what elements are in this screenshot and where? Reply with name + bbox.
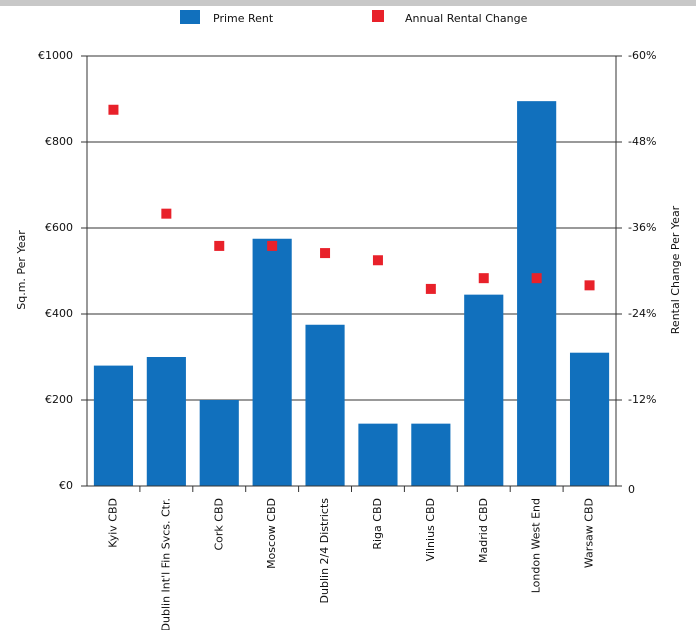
x-tick-label: Dublin Int'l Fin Svcs. Ctr. bbox=[159, 498, 172, 630]
x-tick-label: Kyiv CBD bbox=[106, 498, 119, 548]
y2-tick-label: -60% bbox=[628, 49, 656, 62]
bar bbox=[358, 423, 398, 486]
bar bbox=[199, 400, 239, 486]
point bbox=[478, 273, 489, 284]
y-tick-label: €1000 bbox=[38, 49, 73, 62]
y2-tick-label: -12% bbox=[628, 393, 656, 406]
y2-tick-label: -24% bbox=[628, 307, 656, 320]
point bbox=[108, 104, 119, 115]
point bbox=[584, 280, 595, 291]
point bbox=[320, 248, 331, 259]
x-tick-label: Cork CBD bbox=[212, 498, 225, 551]
y2-tick-label: -36% bbox=[628, 221, 656, 234]
bar bbox=[93, 365, 134, 486]
point bbox=[425, 283, 436, 294]
y2-tick-label: 0 bbox=[628, 483, 635, 496]
y-tick-label: €800 bbox=[45, 135, 73, 148]
x-tick-label: Moscow CBD bbox=[265, 498, 278, 569]
point bbox=[161, 208, 172, 219]
legend-swatch bbox=[372, 10, 384, 22]
point bbox=[372, 255, 383, 266]
y2-tick-label: -48% bbox=[628, 135, 656, 148]
bar bbox=[569, 352, 610, 486]
bar bbox=[411, 423, 451, 486]
bar bbox=[252, 238, 292, 486]
y2-axis-label: Rental Change Per Year bbox=[669, 205, 682, 334]
x-tick-label: Vilnius CBD bbox=[424, 498, 437, 561]
x-tick-label: Dublin 2/4 Districts bbox=[318, 498, 331, 604]
y-tick-label: €200 bbox=[45, 393, 73, 406]
legend-label: Prime Rent bbox=[213, 12, 274, 25]
bar bbox=[146, 357, 186, 486]
x-tick-label: Riga CBD bbox=[371, 498, 384, 550]
x-tick-label: Warsaw CBD bbox=[583, 498, 596, 568]
bar bbox=[305, 324, 345, 486]
bar bbox=[464, 294, 504, 486]
x-tick-label: London West End bbox=[530, 498, 543, 593]
bar bbox=[517, 101, 557, 487]
point bbox=[214, 240, 225, 251]
y-tick-label: €600 bbox=[45, 221, 73, 234]
y-tick-label: €400 bbox=[45, 307, 73, 320]
legend-swatch bbox=[180, 10, 200, 24]
y-axis-label: Sq.m. Per Year bbox=[15, 230, 28, 310]
top-band bbox=[0, 0, 696, 6]
y-tick-label: €0 bbox=[59, 479, 73, 492]
legend-label: Annual Rental Change bbox=[405, 12, 528, 25]
point bbox=[267, 240, 278, 251]
point bbox=[531, 273, 542, 284]
x-tick-label: Madrid CBD bbox=[477, 498, 490, 563]
